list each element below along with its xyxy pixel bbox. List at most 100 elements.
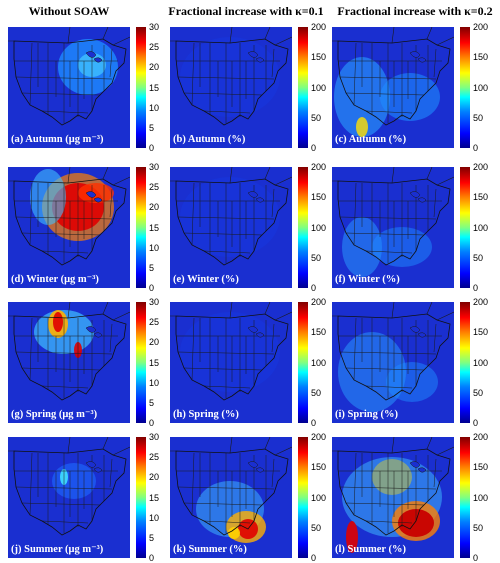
colorbar-tick-label: 100 bbox=[311, 357, 327, 368]
colorbar-tick-label: 30 bbox=[149, 432, 160, 442]
map-panel: (h) Spring (%) bbox=[170, 302, 292, 423]
colorbar-tick-label: 0 bbox=[149, 283, 155, 293]
panel-label: (a) Autumn (μg m⁻³) bbox=[11, 134, 104, 145]
colorbar-tick-label: 100 bbox=[311, 222, 327, 233]
colorbar bbox=[460, 167, 470, 288]
colorbar-tick-label: 0 bbox=[311, 143, 317, 153]
colorbar-tick-label: 100 bbox=[311, 492, 327, 503]
colorbar bbox=[460, 302, 470, 423]
colorbar-tick-label: 0 bbox=[473, 553, 479, 563]
colorbar bbox=[460, 437, 470, 558]
colorbar-tick-label: 200 bbox=[473, 22, 489, 32]
panel-label: (j) Summer (μg m⁻³) bbox=[11, 544, 104, 555]
colorbar-tick-label: 0 bbox=[149, 143, 155, 153]
colorbar-tick-label: 150 bbox=[473, 462, 489, 473]
colorbar-tick-label: 5 bbox=[149, 397, 155, 408]
colorbar-tick-label: 100 bbox=[473, 82, 489, 93]
colorbar-tick-label: 50 bbox=[311, 252, 322, 263]
panel-label: (d) Winter (μg m⁻³) bbox=[11, 274, 99, 285]
colorbar-tick-label: 150 bbox=[311, 192, 327, 203]
map-panel: (e) Winter (%) bbox=[170, 167, 292, 288]
panel-label: (l) Summer (%) bbox=[335, 544, 406, 555]
colorbar-tick-label: 30 bbox=[149, 297, 160, 307]
column-header-3: Fractional increase with κ=0.2 bbox=[337, 4, 493, 18]
colorbar-tick-label: 0 bbox=[311, 283, 317, 293]
map-panel: (l) Summer (%) bbox=[332, 437, 454, 558]
colorbar-tick-label: 20 bbox=[149, 62, 160, 73]
colorbar-tick-label: 200 bbox=[311, 22, 327, 32]
colorbar-tick-label: 15 bbox=[149, 82, 160, 93]
colorbar-tick-label: 10 bbox=[149, 512, 160, 523]
colorbar-tick-label: 200 bbox=[311, 162, 327, 172]
map-panel: (k) Summer (%) bbox=[170, 437, 292, 558]
panel-label: (b) Autumn (%) bbox=[173, 134, 246, 145]
colorbar-tick-label: 20 bbox=[149, 202, 160, 213]
column-header-2: Fractional increase with κ=0.1 bbox=[168, 4, 324, 18]
colorbar-tick-label: 15 bbox=[149, 222, 160, 233]
colorbar-tick-label: 10 bbox=[149, 102, 160, 113]
colorbar-tick-label: 0 bbox=[473, 143, 479, 153]
colorbar bbox=[136, 302, 146, 423]
colorbar-tick-label: 30 bbox=[149, 162, 160, 172]
colorbar-tick-label: 50 bbox=[311, 522, 322, 533]
colorbar bbox=[460, 27, 470, 148]
colorbar-tick-label: 50 bbox=[473, 112, 484, 123]
panel-label: (i) Spring (%) bbox=[335, 409, 398, 420]
colorbar bbox=[298, 302, 308, 423]
colorbar-tick-label: 100 bbox=[473, 492, 489, 503]
colorbar-tick-label: 100 bbox=[473, 357, 489, 368]
colorbar-tick-label: 15 bbox=[149, 357, 160, 368]
panel-label: (f) Winter (%) bbox=[335, 274, 400, 285]
colorbar-tick-label: 0 bbox=[473, 283, 479, 293]
map-panel: (b) Autumn (%) bbox=[170, 27, 292, 148]
colorbar bbox=[136, 167, 146, 288]
colorbar-tick-label: 25 bbox=[149, 317, 160, 328]
colorbar-tick-label: 150 bbox=[473, 327, 489, 338]
map-panel: (g) Spring (μg m⁻³) bbox=[8, 302, 130, 423]
colorbar-tick-label: 50 bbox=[473, 252, 484, 263]
colorbar bbox=[136, 27, 146, 148]
colorbar-tick-label: 5 bbox=[149, 532, 155, 543]
map-panel: (a) Autumn (μg m⁻³) bbox=[8, 27, 130, 148]
colorbar-tick-label: 5 bbox=[149, 122, 155, 133]
colorbar-tick-label: 0 bbox=[149, 418, 155, 428]
colorbar-tick-label: 20 bbox=[149, 337, 160, 348]
colorbar-tick-label: 25 bbox=[149, 42, 160, 53]
colorbar-tick-label: 150 bbox=[473, 192, 489, 203]
colorbar-tick-label: 30 bbox=[149, 22, 160, 32]
colorbar-tick-label: 200 bbox=[473, 162, 489, 172]
colorbar-tick-label: 25 bbox=[149, 182, 160, 193]
colorbar-tick-label: 150 bbox=[311, 327, 327, 338]
colorbar-tick-label: 0 bbox=[149, 553, 155, 563]
colorbar-tick-label: 20 bbox=[149, 472, 160, 483]
colorbar-tick-label: 200 bbox=[473, 297, 489, 307]
colorbar-tick-label: 100 bbox=[311, 82, 327, 93]
colorbar bbox=[298, 167, 308, 288]
colorbar-tick-label: 50 bbox=[473, 387, 484, 398]
panel-label: (h) Spring (%) bbox=[173, 409, 239, 420]
colorbar-tick-label: 200 bbox=[311, 297, 327, 307]
panel-label: (g) Spring (μg m⁻³) bbox=[11, 409, 98, 420]
colorbar-tick-label: 200 bbox=[473, 432, 489, 442]
colorbar-tick-label: 150 bbox=[311, 462, 327, 473]
colorbar-tick-label: 50 bbox=[473, 522, 484, 533]
colorbar-tick-label: 0 bbox=[311, 553, 317, 563]
colorbar-tick-label: 150 bbox=[473, 52, 489, 63]
column-header-1: Without SOAW bbox=[28, 4, 110, 18]
colorbar-tick-label: 25 bbox=[149, 452, 160, 463]
colorbar bbox=[298, 437, 308, 558]
panel-label: (e) Winter (%) bbox=[173, 274, 239, 285]
map-panel: (f) Winter (%) bbox=[332, 167, 454, 288]
colorbar-tick-label: 100 bbox=[473, 222, 489, 233]
colorbar-tick-label: 10 bbox=[149, 242, 160, 253]
colorbar-tick-label: 5 bbox=[149, 262, 155, 273]
panel-label: (c) Autumn (%) bbox=[335, 134, 407, 145]
map-panel: (j) Summer (μg m⁻³) bbox=[8, 437, 130, 558]
colorbar bbox=[298, 27, 308, 148]
colorbar-tick-label: 150 bbox=[311, 52, 327, 63]
colorbar-tick-label: 50 bbox=[311, 112, 322, 123]
panel-label: (k) Summer (%) bbox=[173, 544, 247, 555]
colorbar-tick-label: 0 bbox=[473, 418, 479, 428]
colorbar-tick-label: 50 bbox=[311, 387, 322, 398]
map-panel: (d) Winter (μg m⁻³) bbox=[8, 167, 130, 288]
